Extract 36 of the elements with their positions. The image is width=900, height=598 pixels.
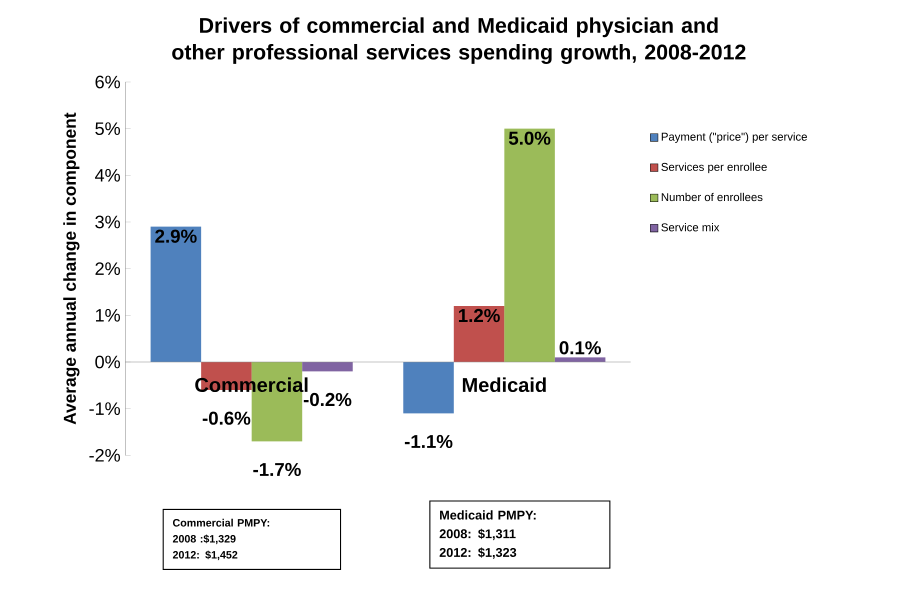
y-tick-label: 0% xyxy=(95,356,120,368)
y-tick-label: 6% xyxy=(96,76,120,88)
bar xyxy=(302,362,353,372)
data-label: -0.6% xyxy=(202,412,250,425)
data-label: 2.9% xyxy=(155,230,197,243)
data-label: 5.0% xyxy=(508,132,550,145)
data-label: -1.1% xyxy=(404,434,452,448)
text: Commercial PMPY: xyxy=(172,518,270,527)
y-tick-label: 3% xyxy=(95,216,120,228)
y-tick-label: -2% xyxy=(89,448,120,462)
bar xyxy=(454,306,504,362)
text: 2008 :$1,329 xyxy=(172,534,236,544)
data-label: 0.1% xyxy=(560,341,601,354)
y-tick-label: 2% xyxy=(96,262,120,275)
y-tick-label: 4% xyxy=(95,169,120,182)
y-tick-label: 5% xyxy=(95,122,120,135)
data-label: -0.2% xyxy=(304,392,352,406)
text: 2012: $1,323 xyxy=(440,547,516,559)
text: Medicaid PMPY: xyxy=(440,510,536,520)
legend-label: Number of enrollees xyxy=(662,192,762,202)
data-label: 1.2% xyxy=(458,308,500,322)
bar xyxy=(403,362,454,414)
y-tick-label: -1% xyxy=(89,402,120,415)
y-axis-title: Average annual change in component xyxy=(63,112,80,424)
legend-label: Service mix xyxy=(661,223,720,232)
y-tick-label: 1% xyxy=(96,309,120,322)
text: 2008: $1,311 xyxy=(440,528,516,540)
x-tick-label: Medicaid xyxy=(462,377,546,392)
bar xyxy=(150,226,202,362)
chart-title: Drivers of commercial and Medicaid physician and other professional services spending growth, 2008-2012 xyxy=(172,17,746,64)
bar xyxy=(504,128,555,362)
legend-label: Services per enrollee xyxy=(661,162,767,174)
legend-label: Payment ("price") per service xyxy=(662,132,807,143)
data-label: -1.7% xyxy=(253,462,301,476)
x-tick-label: Commercial xyxy=(195,377,308,392)
text: 2012: $1,452 xyxy=(172,550,238,560)
